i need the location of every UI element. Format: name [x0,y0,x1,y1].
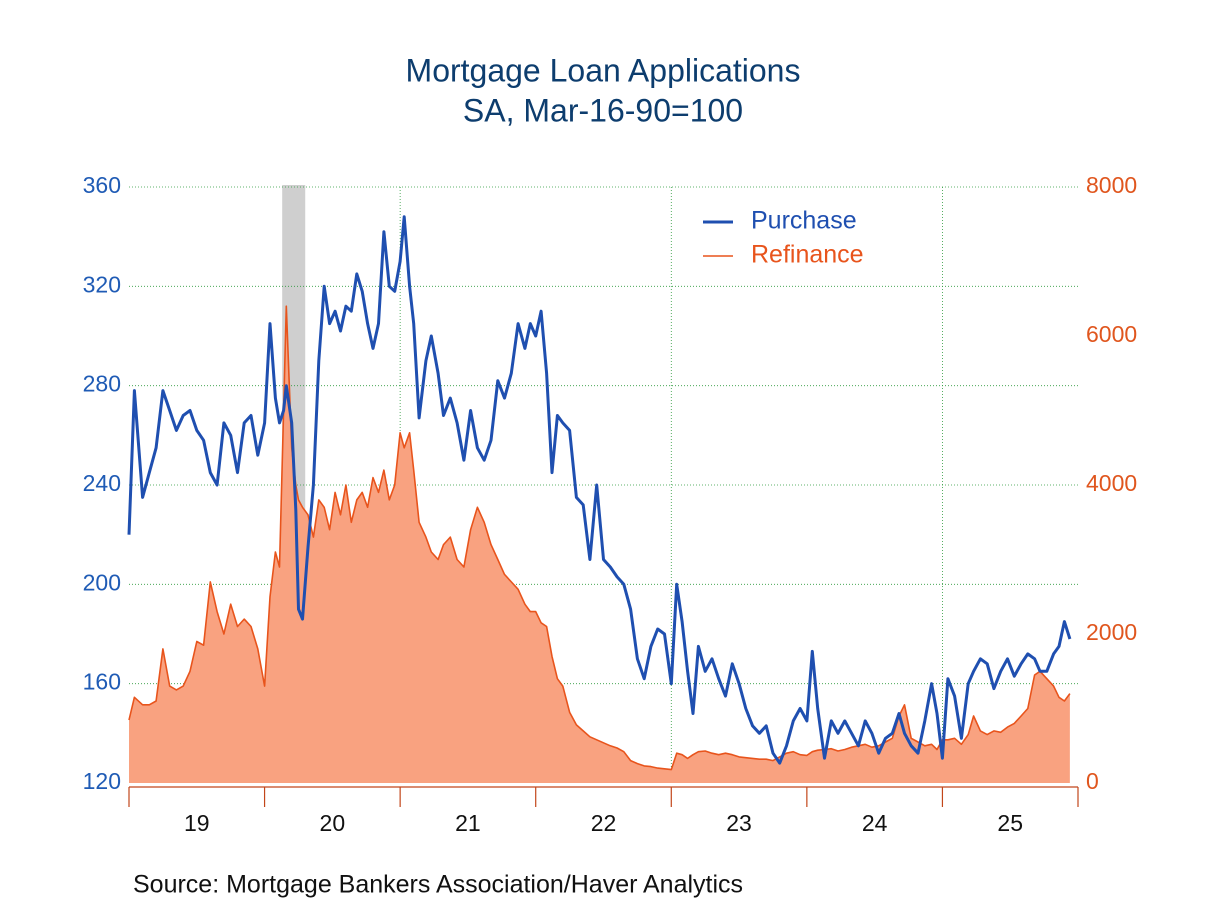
x-tick-label: 23 [726,810,752,836]
y-tick-label: 360 [83,172,121,198]
line [127,215,1072,765]
chart-title: Mortgage Loan Applications [406,52,801,88]
area [129,306,1070,783]
x-tick-label: 20 [320,810,346,836]
x-tick-label: 24 [862,810,888,836]
y-tick-label: 200 [83,569,121,595]
line [128,305,1071,771]
y-tick-label: 120 [83,768,121,794]
x-tick-label: 25 [997,810,1023,836]
y2-tick-label: 0 [1086,768,1099,794]
y-tick-label: 320 [83,271,121,297]
y-tick-label: 280 [83,371,121,397]
legend-label: Refinance [751,241,864,269]
y2-tick-label: 6000 [1086,321,1137,347]
y2-tick-label: 4000 [1086,470,1137,496]
y-tick-label: 160 [83,669,121,695]
y2-tick-label: 8000 [1086,172,1137,198]
y2-tick-label: 2000 [1086,619,1137,645]
x-tick-label: 22 [591,810,617,836]
y-tick-label: 240 [83,470,121,496]
x-tick-label: 21 [455,810,481,836]
source-note: Source: Mortgage Bankers Association/Hav… [133,871,743,899]
legend-label: Purchase [751,207,857,235]
chart-subtitle: SA, Mar-16-90=100 [463,92,743,128]
x-tick-label: 19 [184,810,210,836]
